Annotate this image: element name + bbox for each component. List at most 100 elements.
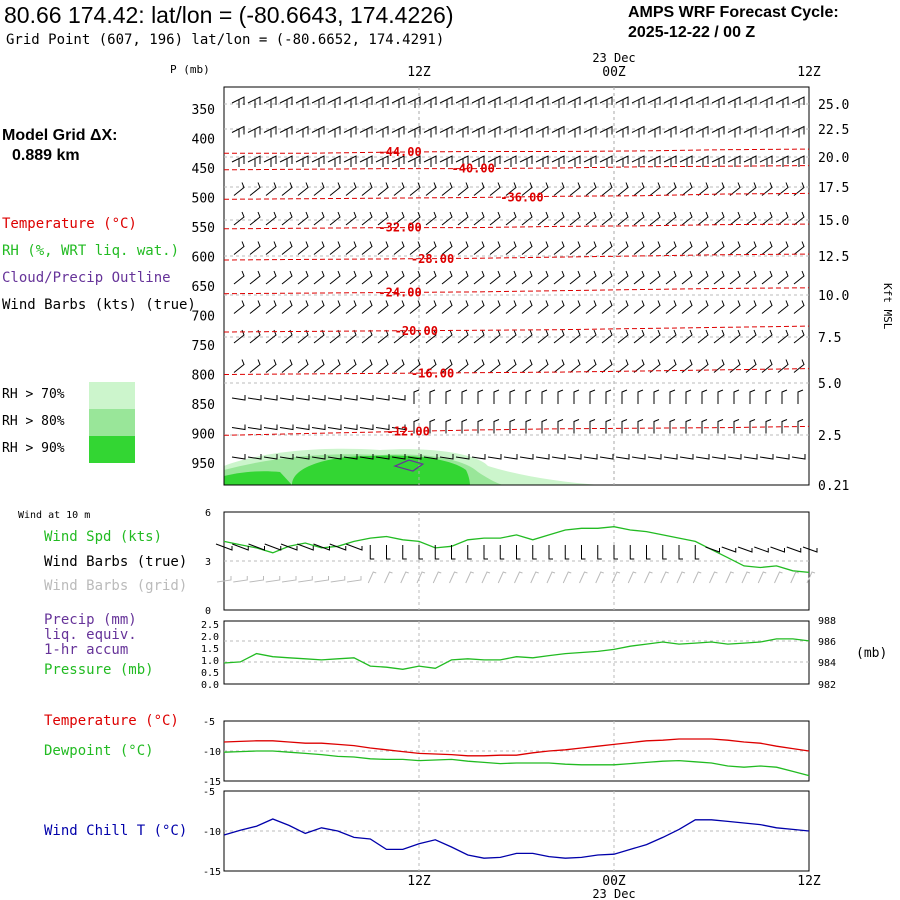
wind-barb	[569, 329, 581, 344]
wind-barb-grid	[562, 571, 572, 584]
temperature-line	[223, 738, 810, 757]
wind-barb	[409, 241, 421, 255]
wind-barb	[359, 424, 374, 431]
wind-barb	[489, 300, 501, 314]
wind-barb-grid	[774, 571, 783, 584]
wind-barb	[311, 395, 326, 401]
precip-tick-label: 2.0	[201, 632, 219, 643]
wind-barb	[743, 96, 757, 108]
wind-barb-true	[232, 543, 249, 551]
wind-barb	[697, 329, 709, 344]
wind-barb	[487, 125, 501, 138]
wind-barb	[425, 300, 437, 314]
legend-temperature-2m: Temperature (°C)	[44, 713, 179, 729]
wind-barb	[617, 359, 629, 373]
wind-barb	[505, 270, 517, 285]
wind-barb	[489, 270, 501, 285]
wind-barb	[793, 211, 805, 226]
wind-barb	[727, 96, 741, 108]
wind-barb-grid	[757, 571, 767, 584]
wind-barb-grid	[644, 571, 653, 584]
wind-barb-true	[581, 545, 586, 560]
wind-barb	[743, 454, 758, 460]
wind-barb	[647, 96, 661, 108]
wind-barb	[473, 182, 485, 196]
wind-barb	[775, 454, 790, 460]
wind-barb	[345, 211, 357, 226]
temp-tick-top: -5	[203, 717, 215, 728]
wind-barb	[665, 359, 677, 373]
wind-barb	[263, 155, 277, 167]
wind-barb	[729, 359, 741, 373]
wind-barb	[713, 359, 725, 373]
pressure-tick-label: 550	[192, 221, 215, 236]
wind-barb	[535, 454, 550, 460]
wind-barb-true	[483, 545, 488, 560]
forecast-cycle-label: AMPS WRF Forecast Cycle:	[628, 4, 839, 21]
wind-barb	[233, 182, 245, 196]
wind-barb	[631, 454, 646, 460]
wind-barb-true	[564, 545, 570, 560]
wind-barb	[537, 211, 549, 226]
wind-barb-true	[646, 545, 651, 560]
wind-barb	[249, 300, 261, 314]
wind-barb	[569, 359, 581, 373]
pressure-unit: (mb)	[856, 646, 887, 661]
wind-barb	[377, 270, 389, 285]
wind-barb	[505, 241, 517, 255]
model-grid-label: Model Grid ΔX: 0.889 km	[2, 126, 118, 166]
wind-barb	[617, 329, 629, 344]
wind-barb-true	[369, 545, 375, 560]
wind-barb	[599, 155, 613, 167]
wind-barb	[327, 96, 341, 108]
wind-barb	[695, 155, 709, 167]
wind-barb	[775, 125, 789, 138]
wind-barb	[489, 241, 501, 255]
station-title: 80.66 174.42: lat/lon = (-80.6643, 174.4…	[4, 2, 454, 28]
wind-barb-true	[248, 543, 265, 551]
wind-barb	[477, 389, 484, 404]
wind-barb	[665, 182, 677, 196]
wind-barb	[231, 125, 245, 138]
wind-barb-true	[532, 545, 537, 560]
wind-barb	[361, 300, 373, 314]
isotherm-label: -36.00	[500, 191, 543, 205]
wind-barb	[329, 182, 341, 196]
wind-barb	[361, 241, 373, 255]
wind-barb	[567, 454, 582, 460]
wind-barb	[541, 389, 548, 404]
pressure-tick-label: 350	[192, 103, 215, 118]
wind-barb	[311, 96, 325, 108]
wind-barb	[313, 211, 325, 226]
wind-barb	[295, 454, 310, 460]
wind-barb	[777, 211, 789, 226]
wind-barb	[425, 182, 437, 196]
wind-barb	[663, 96, 677, 108]
wind-barb	[343, 424, 358, 431]
pressure-tick-label: 750	[192, 339, 215, 354]
wind-barb-true	[516, 545, 521, 560]
wind-barb	[407, 454, 422, 460]
wind-barb	[665, 211, 677, 226]
wind-barb	[311, 454, 326, 460]
wind-barb	[439, 125, 453, 138]
wind-barb	[569, 182, 581, 196]
wind-barb	[231, 155, 245, 167]
wind-barb	[793, 270, 805, 285]
wind-barb	[615, 155, 629, 167]
wind-barb	[637, 389, 644, 404]
wind-barb	[713, 270, 725, 285]
wind-barb	[729, 329, 741, 344]
wind-barb	[503, 125, 517, 138]
wind-barb	[361, 270, 373, 285]
wind-barb-true	[737, 546, 753, 553]
cloud-outline	[393, 459, 425, 472]
wind-barb	[685, 389, 692, 404]
isotherm-label: -24.00	[378, 285, 421, 299]
height-tick-label: 22.5	[818, 123, 849, 138]
wind-barb-grid	[497, 571, 507, 584]
pressure-tick-label: 600	[192, 251, 215, 266]
wind-barb	[249, 270, 261, 285]
wind-barb-true	[434, 545, 440, 560]
wind-barb	[265, 211, 277, 226]
